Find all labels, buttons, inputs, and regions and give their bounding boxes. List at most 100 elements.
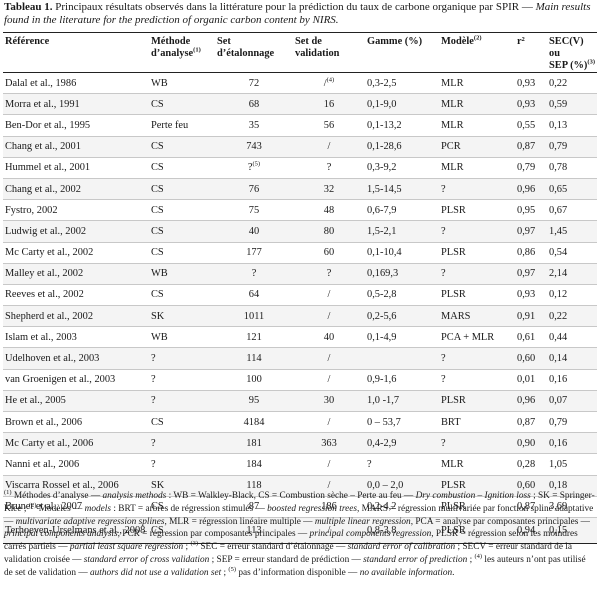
table-row: Chang et al., 2002 CS 76 32 1,5-14,5? 0,96 0,6… (3, 178, 597, 201)
footnote-text: standard error of prediction (363, 554, 468, 565)
cell-range (365, 347, 439, 370)
cell-model: ? (439, 263, 515, 285)
cell-reference: van Groenigen et al., 2003 (3, 369, 149, 391)
cell-model: MLR (439, 157, 515, 179)
table-row: Ludwig et al., 2002 CS 40 80 1,5-2,1? 0,97 1,4… (3, 220, 597, 243)
cell-method: CS (149, 496, 215, 518)
cell-reference: Brunet et al., 2007 (3, 496, 149, 518)
footnote-marker: (4) (474, 552, 483, 560)
cell-r2: 0,90 (515, 432, 547, 455)
cell-calibration: 743 (215, 136, 293, 158)
table-row: Brown et al., 2006 CS 4184/0 – 53,7 BRT 0,87… (3, 411, 597, 434)
footnote-marker: (2) (28, 501, 37, 509)
cell-method: CS (149, 411, 215, 434)
cell-range: 0,1-28,6 (365, 136, 439, 158)
cell-calibration: 68 (215, 93, 293, 116)
cell-method: CS (149, 517, 215, 544)
table-row: Hummel et al., 2001 CS ?(5)? 0,3-9,2 MLR 0,79… (3, 157, 597, 179)
cell-model: PLSR (439, 284, 515, 307)
table-row: Mc Carty et al., 2006? 181 363 0,4-2,9? 0,90… (3, 432, 597, 455)
cell-range: 0,3-2,5 (365, 72, 439, 95)
cell-calibration: 113 (215, 517, 293, 544)
header-reference: Référence (3, 32, 149, 73)
footnote-text: standard error of cross validation (83, 554, 210, 565)
cell-model: MARS (439, 305, 515, 328)
cell-reference: Mc Carty et al., 2006 (3, 432, 149, 455)
cell-sec-sep: 3,69 (547, 496, 597, 518)
footnote-text: standard error of calibration (347, 542, 456, 553)
table-header-row: Référence Méthode d’analyse(1) Set d’étalo… (3, 32, 597, 73)
cell-r2: 0,87 (515, 496, 547, 518)
cell-range: 1,0 -1,7 (365, 390, 439, 413)
table-row: Brunet et al., 2007 CS 87 186 0,2-4,2 PLSR 0,8… (3, 496, 597, 518)
table-row: Nanni et al., 2006? 184/? MLR 0,28 1,05 (3, 453, 597, 476)
cell-calibration: 118 (215, 475, 293, 497)
caption-label: Tableau 1. (4, 1, 53, 13)
cell-r2: 0,96 (515, 178, 547, 201)
cell-calibration: 4184 (215, 411, 293, 434)
cell-calibration: 181 (215, 432, 293, 455)
cell-method: ? (149, 432, 215, 455)
cell-validation: / (293, 517, 365, 544)
cell-range: 0,4-2,9 (365, 432, 439, 455)
footnote-text: SEC = erreur standard d’étalonnage — (198, 542, 348, 553)
table-row: Islam et al., 2003 WB 121 40 0,1-4,9 PCA + ML… (3, 326, 597, 349)
cell-reference: He et al., 2005 (3, 390, 149, 413)
cell-calibration: ? (215, 263, 293, 285)
cell-calibration: 87 (215, 496, 293, 518)
cell-sec-sep: 2,14 (547, 263, 597, 285)
cell-model: PLSR (439, 517, 515, 544)
cell-model: PCA + MLR (439, 326, 515, 349)
cell-r2: 0,94 (515, 517, 547, 544)
cell-range: 0,5-2,8 (365, 284, 439, 307)
footnote-marker: (5) (228, 565, 236, 573)
cell-method: WB (149, 263, 215, 285)
cell-sec-sep: 0,79 (547, 411, 597, 434)
table-row: Fystro, 2002 CS 75 48 0,6-7,9 PLSR 0,95 0,67 (3, 199, 597, 222)
cell-r2: 0,55 (515, 114, 547, 137)
cell-range: 0,0 – 2,0 (365, 475, 439, 497)
cell-r2: 0,93 (515, 93, 547, 116)
cell-reference: Dalal et al., 1986 (3, 72, 149, 95)
cell-model: MLR (439, 453, 515, 476)
cell-reference: Chang et al., 2002 (3, 178, 149, 201)
table-caption: Tableau 1. Principaux résultats observés… (4, 1, 596, 27)
cell-method: ? (149, 369, 215, 391)
footnote-text: , PCA = analyse par composantes principa… (410, 516, 590, 527)
footnote-text: ; (467, 554, 475, 565)
cell-range: 0,9-1,6 (365, 369, 439, 391)
cell-model: MLR (439, 114, 515, 137)
cell-calibration: 177 (215, 242, 293, 264)
cell-calibration: 184 (215, 453, 293, 476)
cell-sec-sep: 0,78 (547, 157, 597, 179)
footnote-text: principal components analysis (4, 529, 118, 540)
cell-r2: 0,96 (515, 390, 547, 413)
cell-validation: / (293, 347, 365, 370)
footnote-text: . (452, 567, 455, 578)
cell-reference: Ben-Dor et al., 1995 (3, 114, 149, 137)
cell-validation: 186 (293, 496, 365, 518)
caption-french: Principaux résultats observés dans la li… (52, 1, 536, 13)
footnote-text: no available information (359, 567, 453, 578)
cell-sec-sep: 0,15 (547, 517, 597, 544)
cell-method: CS (149, 136, 215, 158)
cell-reference: Udelhoven et al., 2003 (3, 347, 149, 370)
table-row: Chang et al., 2001 CS 743/0,1-28,6 PCR 0,87 0… (3, 136, 597, 158)
cell-method: CS (149, 284, 215, 307)
cell-r2: 0,97 (515, 263, 547, 285)
footnote-text: authors did not use a validation set (89, 567, 222, 578)
cell-range: 0 – 53,7 (365, 411, 439, 434)
table-row: Morra et al., 1991 CS 68 16 0,1-9,0 MLR 0,93 0,… (3, 93, 597, 116)
cell-validation: 48 (293, 199, 365, 222)
cell-r2: 0,61 (515, 326, 547, 349)
footnote-text: Méthodes d’analyse — (11, 491, 103, 501)
cell-validation: 40 (293, 326, 365, 349)
cell-calibration: ?(5) (215, 157, 293, 179)
header-range: Gamme (%) (365, 32, 439, 73)
cell-range: 0,8-3,8 (365, 517, 439, 544)
cell-model: PLSR (439, 242, 515, 264)
cell-sec-sep: 0,22 (547, 72, 597, 95)
cell-sec-sep: 0,13 (547, 114, 597, 137)
cell-reference: Shepherd et al., 2002 (3, 305, 149, 328)
cell-r2: 0,95 (515, 199, 547, 222)
